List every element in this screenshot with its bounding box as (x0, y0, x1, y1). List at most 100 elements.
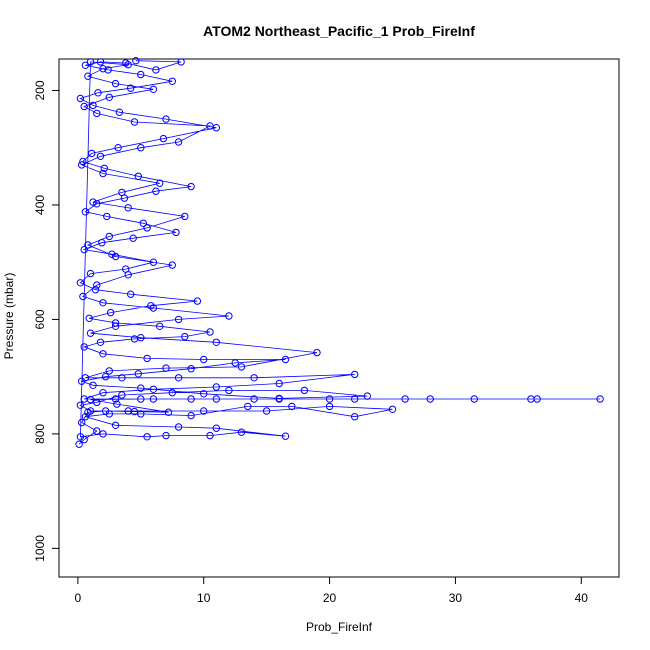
data-point (99, 350, 107, 358)
data-point (149, 385, 158, 393)
data-point (212, 424, 221, 432)
data-point (80, 343, 88, 351)
data-point (206, 328, 214, 336)
data-point (149, 85, 158, 94)
data-point (181, 212, 189, 221)
data-point (250, 395, 258, 403)
data-point (100, 164, 109, 173)
data-point (106, 308, 115, 317)
data-point (76, 433, 85, 441)
data-point (212, 383, 221, 391)
data-point (89, 381, 97, 389)
series-line (78, 60, 601, 445)
x-axis-label: Prob_FireInf (306, 620, 373, 634)
data-point (143, 433, 151, 441)
data-point (137, 144, 145, 152)
data-point (127, 290, 135, 298)
y-axis-label: Pressure (mbar) (2, 273, 16, 360)
x-axis: 0 10 20 30 40 (75, 576, 588, 605)
data-point (115, 108, 124, 116)
data-point (84, 72, 92, 80)
data-point (137, 384, 145, 392)
data-point (363, 392, 371, 400)
data-point (139, 219, 148, 228)
data-point (262, 407, 271, 415)
data-point (76, 94, 85, 103)
data-point (80, 395, 88, 403)
data-point (93, 398, 101, 407)
data-point (596, 395, 604, 403)
data-point (172, 228, 180, 237)
data-point (111, 319, 120, 327)
data-point (118, 391, 126, 399)
data-point (127, 84, 135, 92)
data-point (76, 401, 85, 409)
data-point (212, 395, 221, 403)
data-point (351, 413, 359, 421)
data-point (181, 332, 189, 341)
data-point (174, 315, 183, 324)
data-point (143, 354, 151, 363)
y-tick-label: 400 (33, 195, 47, 215)
data-point (275, 394, 283, 403)
data-point (288, 402, 296, 411)
data-point (281, 355, 290, 364)
data-point (132, 57, 140, 65)
y-axis: 200 400 600 800 1000 (33, 80, 60, 562)
data-point (187, 411, 195, 420)
data-point (103, 212, 111, 221)
data-point (212, 124, 221, 132)
data-point (113, 400, 121, 408)
y-tick-label: 1000 (33, 535, 47, 562)
data-point (300, 386, 309, 395)
data-point (80, 245, 88, 254)
data-point (93, 200, 101, 208)
data-point (86, 407, 95, 415)
data-point (168, 261, 177, 269)
data-point (78, 377, 86, 385)
data-point (351, 370, 359, 379)
data-point (134, 370, 143, 378)
data-point (111, 322, 120, 330)
data-point (137, 410, 145, 418)
data-point (200, 390, 208, 398)
data-point (129, 234, 137, 242)
data-point (174, 138, 183, 146)
data-point (143, 224, 151, 232)
data-point (99, 65, 107, 73)
data-point (96, 58, 105, 66)
data-point (225, 386, 233, 395)
data-point (426, 395, 434, 403)
x-tick-label: 10 (197, 591, 211, 605)
y-tick-label: 600 (33, 309, 47, 329)
data-point (193, 297, 202, 305)
plot-frame (58, 58, 620, 578)
data-point (162, 364, 170, 372)
y-tick-label: 200 (33, 80, 47, 100)
data-point (200, 355, 208, 364)
data-point (93, 281, 101, 289)
data-point (75, 440, 83, 448)
data-point (244, 402, 252, 411)
data-point (111, 395, 120, 403)
data-point (212, 338, 221, 346)
data-point (89, 101, 97, 110)
data-point (105, 232, 114, 241)
data-point (98, 239, 106, 247)
chart-title: ATOM2 Northeast_Pacific_1 Prob_FireInf (203, 23, 475, 39)
data-point (325, 395, 334, 403)
data-point (237, 428, 246, 436)
data-point (88, 149, 96, 158)
data-point (99, 430, 107, 438)
data-point (174, 423, 183, 431)
data-point (94, 89, 102, 97)
data-point (124, 407, 132, 415)
x-tick-label: 30 (449, 591, 463, 605)
data-point (99, 169, 107, 178)
data-point (93, 109, 101, 118)
data-point (137, 70, 145, 79)
data-point (527, 395, 535, 403)
data-point (168, 77, 177, 86)
data-point (168, 389, 177, 397)
